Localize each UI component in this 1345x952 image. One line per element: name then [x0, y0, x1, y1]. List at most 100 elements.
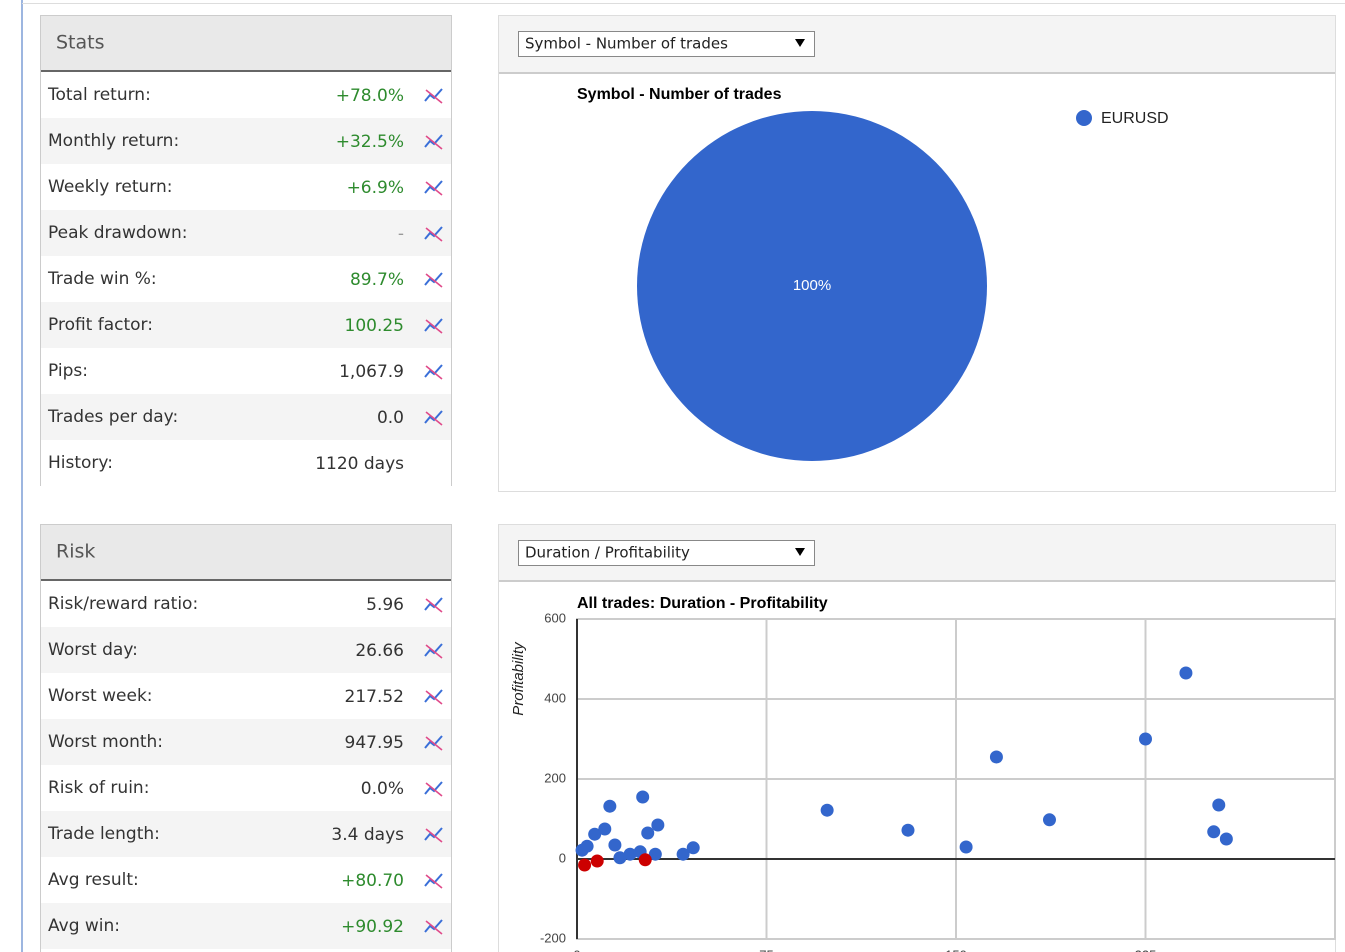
x-tick-label: 150 [945, 947, 967, 952]
scatter-point [1219, 832, 1233, 846]
icon-slash [425, 920, 443, 935]
row-label: Total return: [47, 85, 151, 105]
chart-icon[interactable] [424, 272, 443, 288]
icon-line [424, 364, 443, 378]
icon-slash [425, 828, 443, 843]
icon-line [424, 827, 443, 841]
icon-line [424, 410, 443, 424]
chart-icon[interactable] [424, 597, 443, 613]
chart-title: All trades: Duration - Profitability [577, 595, 828, 612]
row-bg [41, 164, 451, 210]
risk-rows: Risk/reward ratio: 5.96 Worst day: 26.66 Wor… [41, 581, 451, 949]
dropdown-box[interactable] [518, 540, 815, 566]
row-bg [41, 210, 451, 256]
chart-icon[interactable] [424, 689, 443, 705]
scatter-point [676, 847, 690, 861]
scatter-point [590, 854, 604, 868]
icon-slash [425, 319, 443, 334]
row-label: History: [48, 453, 113, 473]
scatter-point [901, 823, 915, 837]
chart-icon[interactable] [424, 318, 443, 334]
scatter-point [1042, 813, 1056, 827]
scatter-point [651, 818, 665, 832]
row-bg [41, 903, 451, 949]
row-label: Worst week: [48, 686, 153, 706]
scatter-point [603, 799, 617, 813]
x-tick-label: 225 [1135, 947, 1157, 952]
chart-title: Symbol - Number of trades [577, 86, 782, 103]
chart-icon[interactable] [424, 410, 443, 426]
chart-icon[interactable] [424, 364, 443, 380]
icon-line [424, 180, 443, 194]
row-label: Monthly return: [48, 131, 179, 151]
row-value: +6.9% [347, 178, 404, 198]
icon-slash [425, 782, 443, 797]
icon-line [424, 781, 443, 795]
icon-slash [425, 365, 443, 380]
row-bg [41, 857, 451, 903]
icon-line [424, 318, 443, 332]
icon-line [424, 689, 443, 703]
row-label: Trade win %: [47, 269, 157, 289]
icon-slash [425, 227, 443, 242]
row-label: Risk of ruin: [48, 778, 149, 798]
y-tick-label: 0 [559, 850, 566, 865]
chart-icon[interactable] [424, 88, 443, 104]
dropdown-arrow [795, 548, 805, 556]
row-value: +32.5% [336, 132, 404, 152]
icon-line [424, 597, 443, 611]
y-axis-label: Profitability [510, 641, 527, 716]
icon-slash [425, 690, 443, 705]
dropdown[interactable]: Duration / Profitability [518, 540, 815, 566]
row-value: +80.70 [341, 871, 404, 891]
chart-icon[interactable] [424, 134, 443, 150]
row-value: 0.0 [377, 408, 404, 428]
dropdown-box[interactable] [518, 31, 815, 57]
row-bg [41, 719, 451, 765]
icon-line [424, 735, 443, 749]
icon-line [424, 134, 443, 148]
dropdown[interactable]: Symbol - Number of trades [518, 31, 815, 57]
icon-slash [425, 736, 443, 751]
row-label: Pips: [48, 361, 88, 381]
row-label: Weekly return: [48, 177, 172, 197]
scatter-point [578, 858, 592, 872]
scatter-point [623, 847, 637, 861]
row-bg [41, 811, 451, 857]
chart-icon[interactable] [424, 919, 443, 935]
row-value: - [398, 224, 404, 244]
icon-slash [425, 874, 443, 889]
dropdown-text[interactable]: Duration / Profitability [525, 544, 690, 562]
dropdown-text[interactable]: Symbol - Number of trades [525, 35, 728, 53]
icon-line [424, 873, 443, 887]
icon-slash [425, 181, 443, 196]
x-tick-label: 0 [573, 947, 580, 952]
pie-slice [637, 111, 987, 461]
slice-label: 100% [793, 277, 831, 294]
row-bg [41, 394, 451, 440]
y-tick-label: -200 [540, 930, 566, 945]
scatter-point [641, 826, 655, 840]
scatter-point [959, 840, 973, 854]
row-label: Trades per day: [47, 407, 178, 427]
dropdown-arrow [795, 39, 805, 47]
legend-swatch [1076, 110, 1092, 126]
row-label: Worst day: [48, 640, 138, 660]
scatter-point [613, 851, 627, 865]
chart-icon[interactable] [424, 781, 443, 797]
scatter-point [638, 853, 652, 867]
icon-slash [425, 411, 443, 426]
chart-icon[interactable] [424, 827, 443, 843]
chart-icon[interactable] [424, 735, 443, 751]
chart-icon[interactable] [424, 180, 443, 196]
row-bg [41, 302, 451, 348]
scatter-point [580, 839, 594, 853]
chart-icon[interactable] [424, 873, 443, 889]
icon-line [424, 88, 443, 102]
icon-slash [425, 273, 443, 288]
row-value: 1120 days [315, 454, 404, 474]
chart-icon[interactable] [424, 643, 443, 659]
chart-icon[interactable] [424, 226, 443, 242]
y-tick-label: 200 [544, 770, 566, 785]
